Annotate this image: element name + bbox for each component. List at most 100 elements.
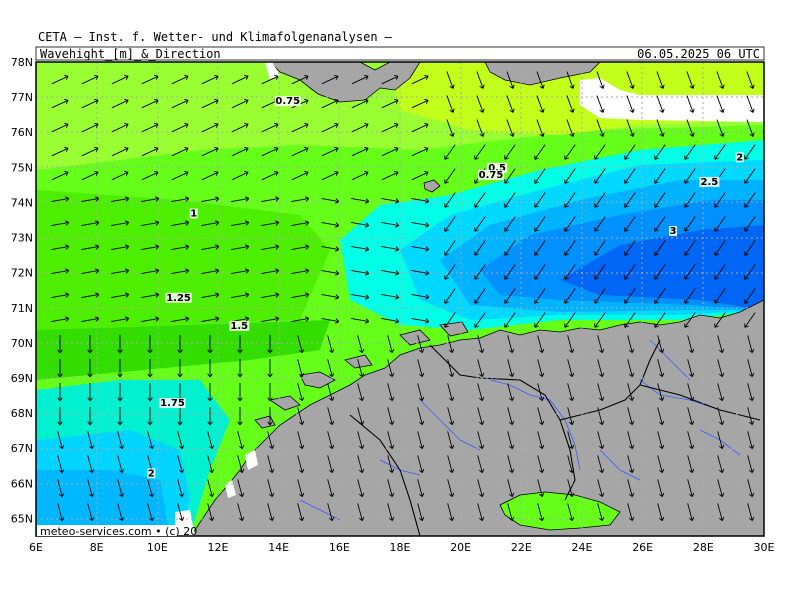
wave-direction-arrow [81, 196, 100, 203]
wave-direction-arrow [291, 196, 310, 203]
wave-direction-arrow [111, 268, 130, 275]
wave-direction-arrow [387, 503, 395, 522]
wave-direction-arrow [111, 74, 129, 85]
wave-direction-arrow [746, 95, 755, 113]
wave-direction-arrow [447, 479, 455, 498]
lon-label: 10E [147, 541, 168, 554]
lat-label: 75N [11, 161, 33, 174]
lat-label: 72N [11, 267, 33, 280]
wave-direction-arrow [417, 383, 425, 402]
lon-label: 18E [390, 541, 411, 554]
wave-direction-arrow [624, 288, 636, 304]
wave-direction-arrow [476, 71, 485, 89]
wave-direction-arrow [687, 479, 695, 498]
wave-direction-arrow [81, 74, 99, 85]
wave-direction-arrow [594, 312, 606, 328]
contour-label: 1.25 [166, 293, 191, 304]
wave-direction-arrow [657, 431, 665, 450]
wave-direction-arrow [171, 146, 189, 157]
wave-direction-arrow [387, 335, 395, 354]
wave-direction-arrow [357, 503, 365, 522]
wave-direction-arrow [444, 144, 456, 160]
wave-direction-arrow [654, 168, 666, 184]
wave-direction-arrow [87, 431, 95, 450]
wave-direction-arrow [51, 244, 70, 251]
wave-direction-arrow [231, 146, 249, 157]
wave-direction-arrow [714, 288, 726, 304]
wave-direction-arrow [687, 431, 695, 450]
wave-direction-arrow [447, 503, 455, 522]
lat-label: 68N [11, 407, 33, 420]
wave-direction-arrow [627, 359, 635, 378]
wave-direction-arrow [687, 359, 695, 378]
wave-direction-arrow [747, 503, 755, 522]
wave-direction-arrow [686, 119, 695, 137]
coastal-mask [175, 62, 764, 536]
wave-direction-arrow [201, 196, 220, 203]
wave-direction-arrow [171, 268, 190, 275]
wave-direction-arrow [684, 312, 696, 328]
wave-direction-arrow [87, 359, 93, 378]
lon-label: 8E [90, 541, 104, 554]
wave-direction-arrow [51, 220, 70, 227]
wave-direction-arrow [687, 455, 695, 474]
wave-direction-arrow [564, 264, 576, 280]
wave-direction-arrow [117, 479, 125, 498]
wave-direction-arrow [411, 146, 429, 157]
wave-direction-arrow [141, 220, 160, 227]
wave-direction-arrow [207, 431, 215, 450]
wave-direction-arrow [446, 71, 455, 89]
contour-label-bg [189, 208, 198, 219]
wave-direction-arrow [747, 335, 755, 354]
wave-direction-arrow [411, 317, 430, 324]
wave-direction-arrow [141, 170, 159, 181]
wave-direction-arrow [351, 170, 369, 181]
wave-direction-arrow [714, 312, 726, 328]
wave-direction-arrow [594, 168, 606, 184]
wave-direction-arrow [321, 317, 340, 324]
wave-direction-arrow [51, 316, 70, 323]
wave-direction-arrow [597, 455, 605, 474]
wave-direction-arrow [57, 455, 65, 474]
wave-direction-arrow [567, 455, 575, 474]
wave-direction-arrow [141, 196, 160, 203]
wave-direction-arrow [237, 383, 243, 402]
wave-direction-arrow [357, 359, 365, 378]
wave-direction-arrow [744, 192, 756, 208]
wave-direction-arrow [477, 431, 485, 450]
wave-direction-arrow [684, 216, 696, 232]
wave-direction-arrow [597, 407, 605, 426]
wave-direction-arrow [447, 359, 455, 378]
grid-lines [36, 62, 764, 536]
wave-direction-arrow [747, 407, 755, 426]
contour-label-bg [165, 292, 192, 303]
lon-label: 26E [632, 541, 653, 554]
wave-direction-arrow [564, 144, 576, 160]
wave-direction-arrow [51, 122, 69, 133]
wave-direction-arrow [231, 220, 250, 227]
lon-label: 12E [208, 541, 229, 554]
wave-direction-arrow [627, 407, 635, 426]
wave-direction-arrow [714, 216, 726, 232]
wave-direction-arrow [351, 146, 369, 157]
contour-label: 2.5 [701, 177, 719, 188]
wave-direction-arrow [534, 216, 546, 232]
wave-direction-arrow [81, 146, 99, 157]
wave-direction-arrow [597, 335, 605, 354]
wave-direction-arrow [411, 74, 429, 85]
lon-label: 22E [511, 541, 532, 554]
wave-direction-arrow [267, 359, 273, 378]
wave-direction-arrow [327, 407, 335, 426]
wave-direction-arrow [237, 359, 243, 378]
header-title: CETA — Inst. f. Wetter- und Klimafolgena… [38, 30, 393, 44]
wave-direction-arrow [207, 407, 213, 426]
wave-direction-arrow [111, 316, 130, 323]
wave-direction-arrow [624, 240, 636, 256]
wave-direction-arrow [171, 220, 190, 227]
wave-direction-arrow [87, 503, 95, 522]
wave-direction-arrow [537, 335, 545, 354]
wave-direction-arrow [717, 335, 725, 354]
wave-direction-arrow [51, 170, 69, 181]
wave-direction-arrow [717, 407, 725, 426]
